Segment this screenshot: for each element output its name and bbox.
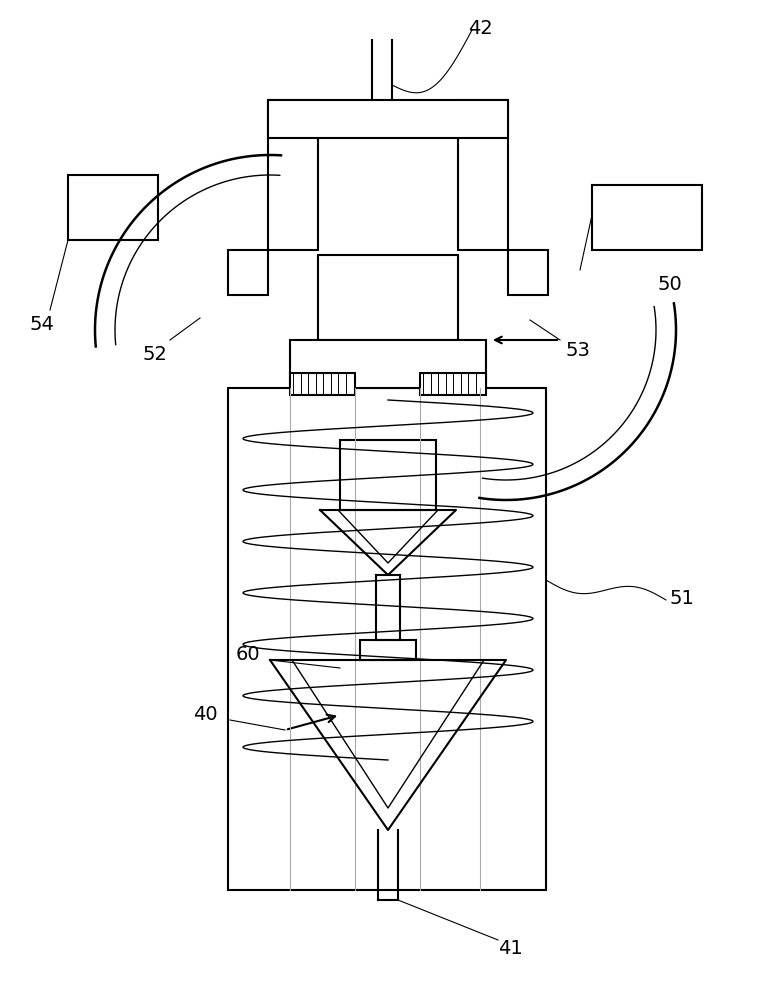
Bar xyxy=(458,100,508,250)
Text: 50: 50 xyxy=(657,275,682,294)
Bar xyxy=(228,250,268,295)
Bar xyxy=(340,440,436,510)
Text: 54: 54 xyxy=(29,316,54,334)
Bar xyxy=(68,175,158,240)
Text: 40: 40 xyxy=(192,706,217,724)
Bar xyxy=(290,340,486,388)
Bar xyxy=(318,255,458,340)
Text: 52: 52 xyxy=(143,346,168,364)
Text: 60: 60 xyxy=(236,646,260,664)
Text: 51: 51 xyxy=(670,588,695,607)
Bar xyxy=(290,373,355,395)
Text: 42: 42 xyxy=(468,18,493,37)
Bar xyxy=(508,250,548,295)
Bar xyxy=(268,100,318,250)
Bar xyxy=(268,100,508,138)
Text: 53: 53 xyxy=(566,340,591,360)
Bar xyxy=(228,388,546,890)
Bar xyxy=(420,373,486,395)
Text: 41: 41 xyxy=(497,938,522,958)
Bar xyxy=(360,640,416,660)
Bar xyxy=(592,185,702,250)
